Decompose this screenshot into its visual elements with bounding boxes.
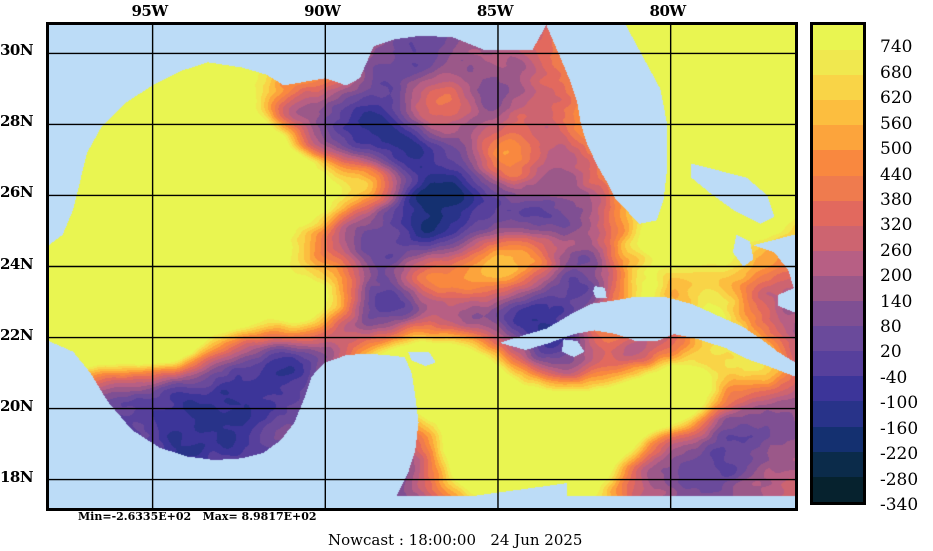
colorbar-band <box>813 225 863 251</box>
lat-tick-label: 30N <box>0 41 34 60</box>
colorbar-band <box>813 351 863 377</box>
map-plot-area[interactable] <box>46 22 798 511</box>
lat-tick-label: 26N <box>0 183 34 202</box>
colorbar-tick-label: 320 <box>880 215 913 236</box>
colorbar-tick-label: 740 <box>880 37 913 58</box>
lon-tick-label: 95W <box>131 2 168 20</box>
colorbar-band <box>813 326 863 352</box>
colorbar-tick-label: -340 <box>880 495 919 515</box>
lon-tick-label: 90W <box>304 2 341 20</box>
colorbar-tick-label: -160 <box>880 418 919 439</box>
nowcast-timestamp: Nowcast : 18:00:00 24 Jun 2025 <box>328 531 583 549</box>
colorbar-tick-label: 500 <box>880 139 913 160</box>
lat-tick-label: 20N <box>0 396 34 415</box>
colorbar-band <box>813 301 863 327</box>
colorbar-band <box>813 200 863 226</box>
lat-tick-label: 28N <box>0 112 34 131</box>
minmax-readout: Min=-2.6335E+02 Max= 8.9817E+02 <box>78 510 317 523</box>
lat-tick-label: 24N <box>0 254 34 273</box>
colorbar-tick-label: 20 <box>880 342 902 363</box>
lon-tick-label: 85W <box>476 2 514 20</box>
colorbar-band <box>813 50 863 76</box>
colorbar-band <box>813 175 863 201</box>
colorbar-tick-label: -280 <box>880 469 919 490</box>
colorbar-band <box>813 100 863 126</box>
colorbar-tick-labels: 740 680 620 560 500 440 380 320 260 200 140 80 20 -40… <box>870 22 933 515</box>
colorbar-band <box>813 426 863 452</box>
colorbar-band <box>813 451 863 477</box>
colorbar-frame-icon <box>810 22 866 505</box>
colorbar-band <box>813 75 863 101</box>
colorbar-band <box>813 476 863 502</box>
colorbar-band <box>813 250 863 276</box>
colorbar: 740 680 620 560 500 440 380 320 260 200 140 80 20 -40… <box>810 22 918 515</box>
colorbar-band <box>813 376 863 402</box>
colorbar-tick-label: 680 <box>880 62 913 83</box>
heatmap-field <box>49 25 795 508</box>
colorbar-tick-label: -100 <box>880 393 919 414</box>
colorbar-tick-label: -40 <box>880 367 908 388</box>
colorbar-tick-label: 440 <box>880 164 913 185</box>
colorbar-tick-label: 560 <box>880 113 913 134</box>
colorbar-tick-label: 620 <box>880 88 913 109</box>
colorbar-tick-label: 380 <box>880 189 913 210</box>
colorbar-tick-label: -220 <box>880 444 919 465</box>
lon-tick-label: 80W <box>649 2 687 20</box>
colorbar-tick-label: 80 <box>880 317 902 338</box>
colorbar-band <box>813 150 863 176</box>
colorbar-band <box>813 275 863 302</box>
colorbar-band <box>813 125 863 151</box>
colorbar-band <box>813 25 863 51</box>
colorbar-band <box>813 401 863 427</box>
colorbar-tick-label: 200 <box>880 266 913 287</box>
colorbar-tick-label: 260 <box>880 240 913 261</box>
colorbar-tick-label: 140 <box>880 291 913 312</box>
lat-tick-label: 22N <box>0 325 34 344</box>
lat-tick-label: 18N <box>0 467 34 486</box>
